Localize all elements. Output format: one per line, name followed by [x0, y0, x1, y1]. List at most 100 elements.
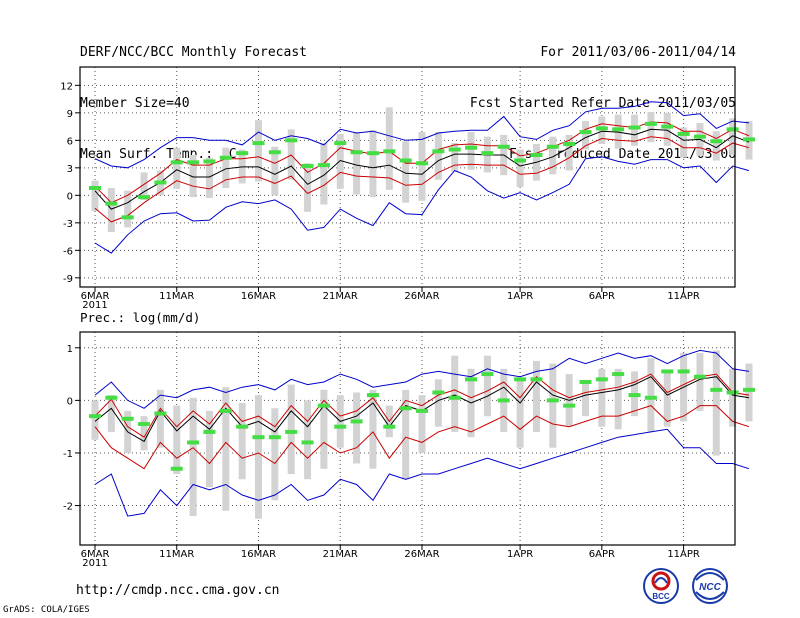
- observation-mark: [170, 466, 183, 471]
- observation-mark: [383, 424, 396, 429]
- observation-mark: [661, 124, 674, 129]
- observation-mark: [644, 121, 657, 126]
- spread-box: [467, 132, 475, 170]
- observation-mark: [628, 125, 641, 130]
- x-tick-label: 1APR: [507, 549, 533, 560]
- spread-box: [712, 350, 720, 456]
- spread-box: [680, 127, 688, 158]
- spread-box: [271, 146, 279, 196]
- spread-box: [451, 143, 459, 172]
- forecast-period: For 2011/03/06-2011/04/14: [540, 45, 736, 60]
- observation-mark: [726, 127, 739, 132]
- spread-box: [107, 395, 115, 432]
- series-line-ensemble-min: [94, 156, 750, 254]
- observation-mark: [579, 130, 592, 135]
- observation-mark: [154, 180, 167, 185]
- observation-mark: [334, 424, 347, 429]
- x-tick-label: 16MAR: [241, 549, 276, 560]
- series-line-ensemble-max: [94, 349, 750, 409]
- spread-box: [271, 408, 279, 501]
- observation-mark: [170, 160, 183, 165]
- spread-box: [320, 389, 328, 469]
- spread-box: [140, 416, 148, 451]
- observation-mark: [514, 158, 527, 163]
- spread-box: [353, 132, 361, 195]
- observation-mark: [497, 144, 510, 149]
- observation-mark: [121, 416, 134, 421]
- spread-box: [565, 134, 573, 171]
- x-tick-label: 1APR: [507, 291, 533, 302]
- series-line-lower-spread: [94, 136, 750, 223]
- spread-box: [255, 120, 262, 182]
- observation-mark: [465, 377, 478, 382]
- spread-box: [696, 353, 704, 411]
- spread-box: [729, 368, 737, 427]
- spread-box: [222, 147, 230, 188]
- x-tick-year-label: 2011: [82, 300, 107, 311]
- y-tick-label: 6: [67, 136, 73, 147]
- observation-mark: [448, 395, 461, 400]
- x-tick-year-label: 2011: [82, 558, 107, 569]
- observation-mark: [285, 429, 298, 434]
- observation-mark: [317, 403, 330, 408]
- observation-mark: [432, 149, 445, 154]
- spread-box: [189, 397, 197, 517]
- spread-box: [631, 114, 639, 146]
- observation-mark: [203, 429, 216, 434]
- observation-mark: [563, 142, 576, 146]
- x-tick-label: 21MAR: [323, 549, 358, 560]
- spread-box: [582, 381, 589, 417]
- observation-mark: [268, 435, 281, 440]
- observation-mark: [579, 379, 592, 384]
- observation-mark: [252, 141, 265, 146]
- x-tick-label: 6MAR: [81, 549, 110, 560]
- observation-mark: [219, 155, 232, 160]
- observation-mark: [595, 377, 608, 382]
- observation-mark: [350, 150, 363, 155]
- observation-mark: [743, 137, 755, 142]
- spread-box: [369, 130, 377, 198]
- spread-box: [124, 190, 132, 228]
- spread-box: [369, 389, 377, 469]
- y-tick-label: -6: [63, 246, 73, 257]
- footer-url[interactable]: http://cmdp.ncc.cma.gov.cn: [76, 583, 280, 598]
- x-tick-label: 11MAR: [159, 549, 194, 560]
- plot-frame: [79, 331, 736, 546]
- spread-box: [205, 410, 213, 488]
- spread-box: [418, 132, 426, 201]
- observation-mark: [612, 127, 625, 132]
- observation-mark: [530, 153, 543, 157]
- spread-box: [385, 107, 393, 190]
- spread-box: [614, 368, 622, 430]
- x-tick-label: 26MAR: [404, 291, 439, 302]
- spread-box: [712, 131, 720, 161]
- observation-mark: [301, 440, 314, 445]
- spread-box: [532, 360, 540, 432]
- spread-box: [663, 371, 671, 427]
- spread-box: [238, 403, 246, 480]
- y-tick-label: 0: [67, 191, 73, 202]
- spread-box: [255, 395, 262, 519]
- spread-box: [647, 358, 655, 432]
- observation-mark: [497, 398, 510, 403]
- plot-frame: [79, 66, 736, 288]
- series-line-upper-spread: [94, 373, 750, 438]
- series-line-ensemble-max: [94, 101, 750, 169]
- observation-mark: [448, 147, 461, 152]
- spread-box: [549, 136, 557, 175]
- spread-box: [287, 384, 295, 474]
- observation-mark: [252, 435, 265, 440]
- spread-box: [320, 143, 328, 205]
- observation-mark: [546, 144, 559, 149]
- observation-mark: [677, 131, 690, 136]
- spread-box: [222, 387, 230, 511]
- y-tick-label: -1: [63, 449, 73, 460]
- observation-mark: [154, 411, 167, 416]
- spread-box: [402, 389, 410, 480]
- series-line-ensemble-mean: [94, 128, 750, 210]
- observation-mark: [187, 440, 200, 445]
- observation-mark: [644, 395, 657, 400]
- spread-box: [336, 133, 344, 189]
